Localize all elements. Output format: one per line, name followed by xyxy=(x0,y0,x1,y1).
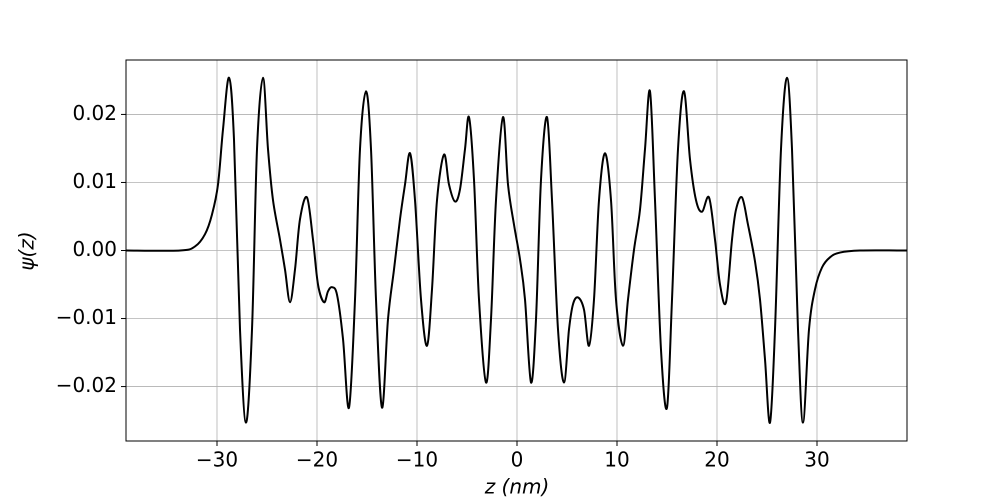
x-tick-label: −20 xyxy=(296,448,338,472)
x-tick-label: −30 xyxy=(196,448,238,472)
y-tick-label: 0.00 xyxy=(72,237,117,261)
x-tick-label: 10 xyxy=(604,448,629,472)
x-tick-label: 20 xyxy=(704,448,729,472)
line xyxy=(125,76,908,424)
x-axis-label: z (nm) xyxy=(484,475,550,499)
y-tick-label: 0.02 xyxy=(72,101,117,125)
x-tick-label: 0 xyxy=(511,448,524,472)
y-tick-label: −0.02 xyxy=(56,373,117,397)
x-tick-label: 30 xyxy=(804,448,829,472)
y-tick-label: −0.01 xyxy=(56,305,117,329)
x-tick-label: −10 xyxy=(396,448,438,472)
plot-frame xyxy=(125,59,908,442)
y-tick-label: 0.01 xyxy=(72,169,117,193)
y-axis-label: ψ(z) xyxy=(15,231,39,270)
